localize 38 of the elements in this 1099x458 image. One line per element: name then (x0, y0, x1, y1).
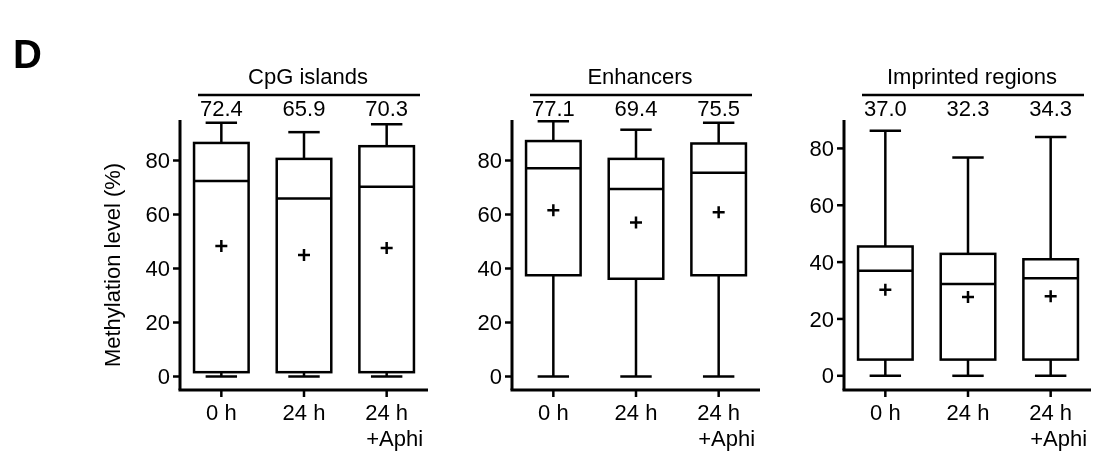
x-tick-label: 0 h (538, 400, 569, 425)
x-tick-label: 24 h (614, 400, 658, 425)
y-tick-label: 80 (809, 136, 834, 162)
y-tick-label: 40 (145, 256, 170, 282)
y-tick-label: 60 (145, 202, 170, 228)
y-tick-label: 20 (477, 310, 502, 336)
annotation: 65.9 (282, 96, 326, 121)
annotation: 70.3 (365, 96, 409, 121)
x-tick-label: 24 h +Aphi (365, 400, 424, 451)
annotation: 34.3 (1029, 96, 1073, 121)
annotation: 75.5 (697, 96, 741, 121)
y-tick-label: 60 (477, 202, 502, 228)
y-tick-label: 0 (489, 364, 502, 390)
y-tick-label: 80 (477, 148, 502, 174)
annotation: 72.4 (199, 96, 243, 121)
y-tick-label: 0 (821, 363, 834, 389)
y-tick-label: 20 (145, 310, 170, 336)
y-tick-label: 0 (157, 364, 170, 390)
text: D (13, 32, 42, 76)
x-tick-label: 24 h (946, 400, 990, 425)
y-tick-label: 20 (809, 306, 834, 332)
chart-title: CpG islands (248, 64, 368, 89)
annotation: 77.1 (531, 96, 575, 121)
x-tick-label: 24 h +Aphi (697, 400, 756, 451)
y-tick-label: 40 (809, 249, 834, 275)
x-tick-label: 0 h (870, 400, 901, 425)
y-tick-label: 60 (809, 192, 834, 218)
annotation: 37.0 (863, 96, 907, 121)
chart-title: Imprinted regions (887, 64, 1057, 89)
y-tick-label: 40 (477, 256, 502, 282)
chart-title: Enhancers (587, 64, 693, 89)
annotation: 69.4 (614, 96, 658, 121)
x-tick-label: 24 h (282, 400, 326, 425)
y-tick-label: 80 (145, 148, 170, 174)
y-axis-title: Methylation level (%) (100, 162, 125, 368)
annotation: 32.3 (946, 96, 990, 121)
x-tick-label: 0 h (206, 400, 237, 425)
x-tick-label: 24 h +Aphi (1029, 400, 1088, 451)
